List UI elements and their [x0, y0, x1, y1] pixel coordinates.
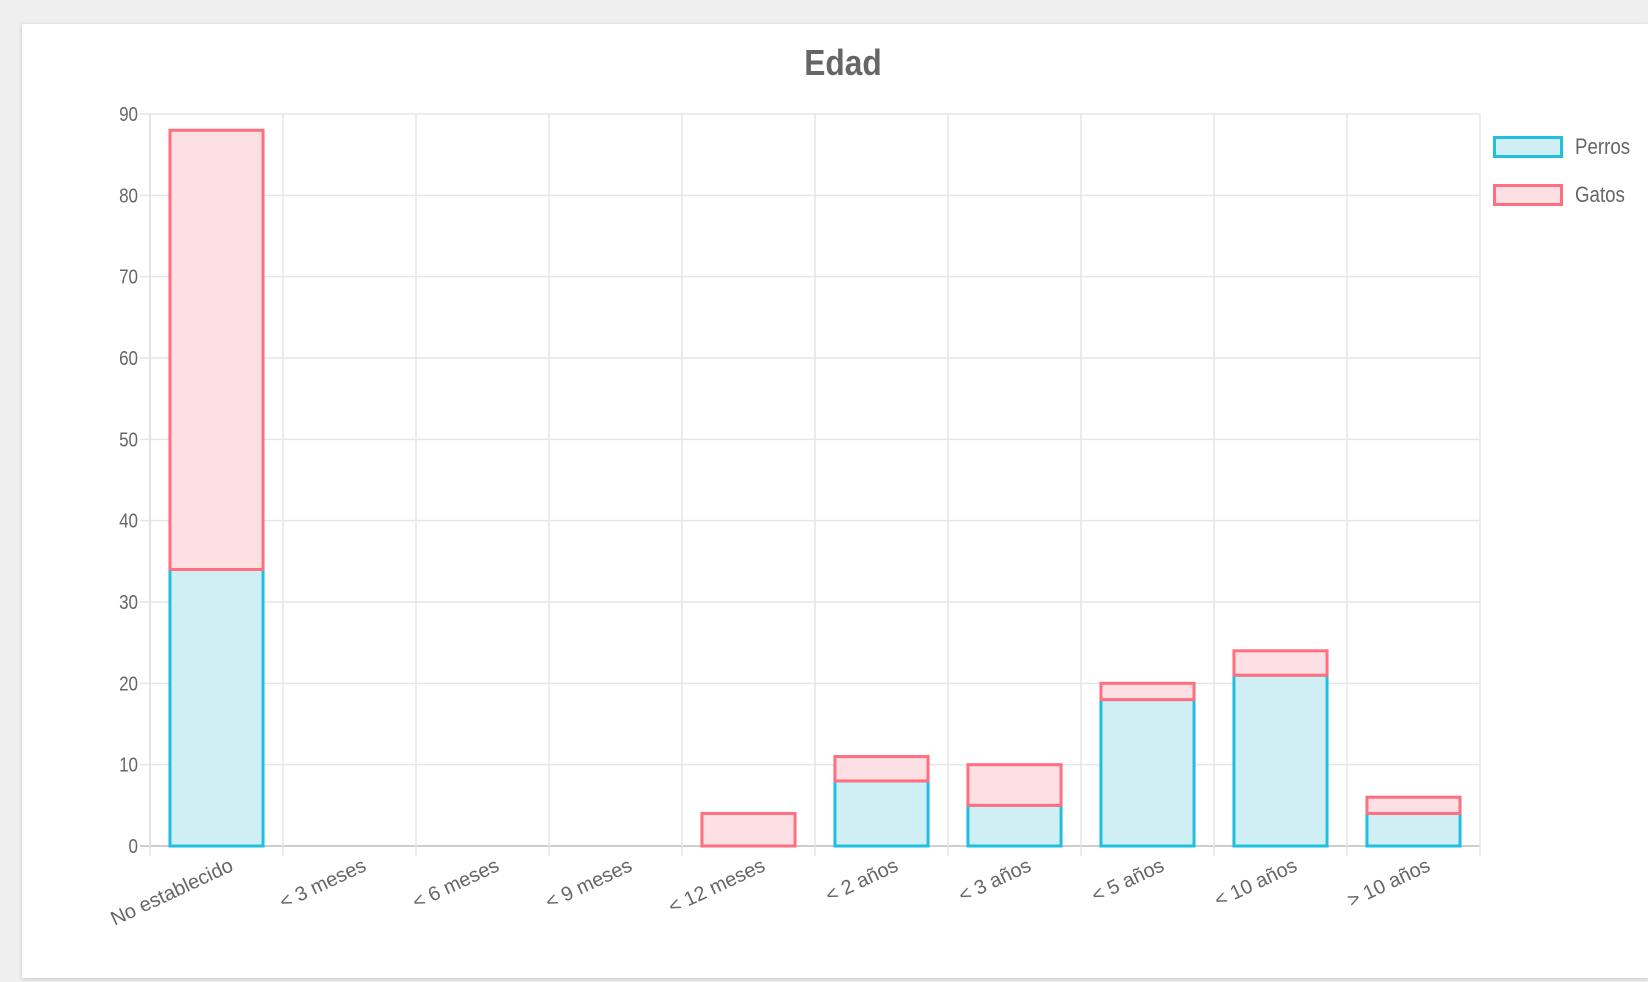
legend-label: Gatos [1575, 182, 1625, 207]
legend-swatch [1493, 136, 1563, 158]
bar-gatos [833, 755, 930, 783]
y-tick-label: 20 [119, 672, 138, 695]
y-tick-label: 70 [119, 265, 138, 288]
y-tick-label: 40 [119, 509, 138, 532]
bar-perros [1099, 698, 1196, 848]
bar-gatos [1099, 681, 1196, 702]
y-tick-label: 0 [129, 835, 138, 858]
x-tick-label: < 12 meses [665, 855, 769, 919]
x-tick-label: < 5 años [1088, 855, 1167, 908]
bar-gatos [168, 128, 265, 571]
y-tick-label: 10 [119, 753, 138, 776]
bar-perros [966, 803, 1063, 848]
legend-label: Perros [1575, 134, 1631, 159]
chart-legend: Perros Gatos [1493, 133, 1640, 229]
bar-perros [1365, 811, 1462, 848]
y-tick-label: 30 [119, 591, 138, 614]
x-tick-label: No establecido [107, 855, 236, 931]
bar-gatos [966, 763, 1063, 807]
bar-perros [168, 567, 265, 848]
bar-perros [1232, 673, 1329, 848]
y-tick-label: 60 [119, 347, 138, 370]
x-tick-label: < 10 años [1211, 855, 1300, 912]
legend-item-perros[interactable]: Perros [1493, 133, 1640, 161]
x-tick-label: < 2 años [822, 855, 901, 908]
bar-perros [833, 779, 930, 848]
y-tick-label: 80 [119, 184, 138, 207]
x-tick-label: > 10 años [1344, 855, 1433, 912]
legend-swatch [1493, 184, 1563, 206]
x-tick-label: < 9 meses [542, 855, 635, 914]
legend-item-gatos[interactable]: Gatos [1493, 181, 1640, 209]
bar-gatos [1365, 795, 1462, 815]
y-tick-label: 90 [119, 103, 138, 126]
bar-gatos [1232, 649, 1329, 677]
bar-gatos [700, 811, 797, 848]
y-tick-label: 50 [119, 428, 138, 451]
x-tick-label: < 6 meses [409, 855, 502, 914]
x-tick-label: < 3 meses [276, 855, 369, 914]
x-tick-label: < 3 años [955, 855, 1034, 908]
